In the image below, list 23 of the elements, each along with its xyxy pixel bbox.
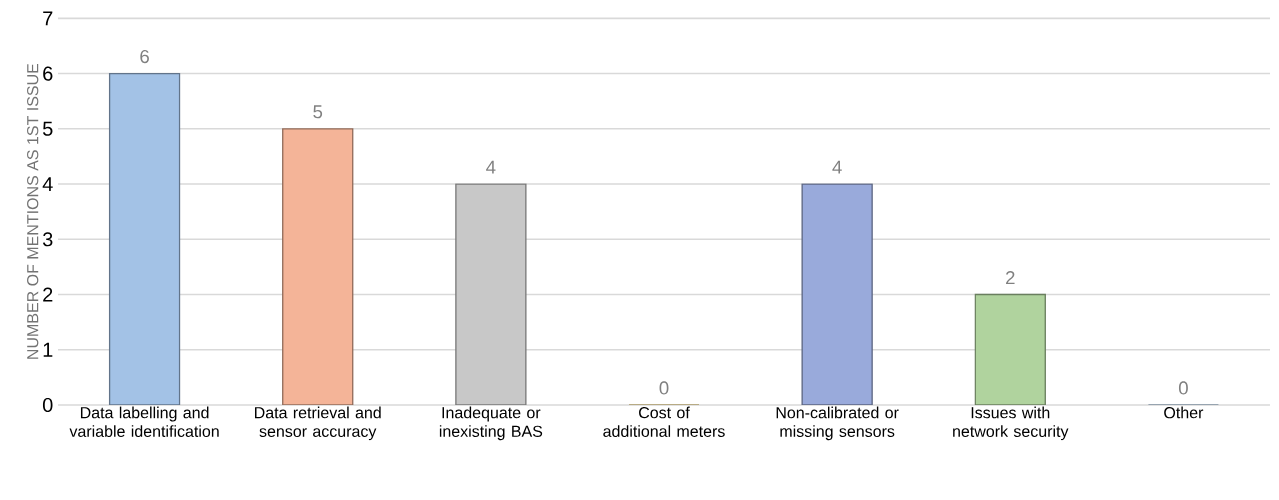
x-tick-label: Non-calibrated or missing sensors [776,406,899,441]
x-tick-label: Data retrieval and sensor accuracy [255,406,381,441]
x-tick-label: Data labelling and variable identification [69,406,219,437]
y-tick-label: 7 [43,11,53,26]
y-tick-label: 6 [43,66,53,81]
data-label: 4 [486,160,496,174]
y-axis-title: NUMBER OF MENTIONS AS 1ST ISSUE [27,63,39,359]
y-tick-label: 2 [43,287,53,302]
x-tick-label: Issues with network security [953,406,1069,441]
x-tick-label: Inadequate or inexisting BAS [439,406,543,441]
data-label: 0 [1178,381,1188,395]
y-tick-label: 5 [42,121,53,136]
y-tick-label: 3 [42,232,53,247]
x-tick-label: Other [1164,406,1204,419]
y-tick-label: 1 [43,342,53,357]
y-tick-label: 4 [42,177,53,191]
data-label: 6 [140,49,149,64]
data-label: 0 [659,381,669,395]
y-tick-label: 0 [42,397,53,413]
data-label: 2 [1006,271,1015,285]
data-label: 5 [313,105,323,119]
data-label: 4 [832,160,842,174]
x-tick-label: Cost of additional meters [603,406,725,437]
